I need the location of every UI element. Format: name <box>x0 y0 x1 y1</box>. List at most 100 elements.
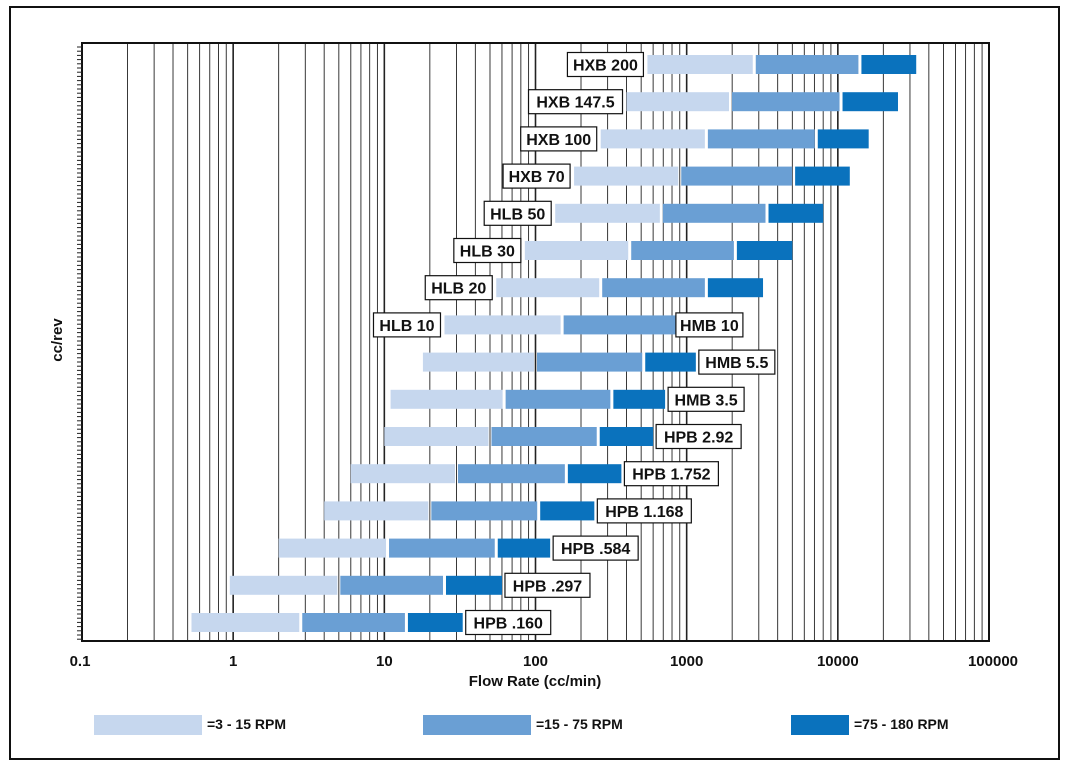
label-box <box>372 312 442 338</box>
label-box <box>520 126 598 152</box>
label-text: HLB 50 <box>490 206 545 223</box>
bar-hpb-297-seg-2 <box>340 575 443 595</box>
bar-hmb-3-5-seg-2 <box>505 389 611 409</box>
label-text: HLB 30 <box>460 244 515 261</box>
bar-hlb-30-seg-1 <box>524 241 629 260</box>
row-hlb-50-label: HLB 50 <box>483 200 552 226</box>
legend-swatch-high <box>791 715 849 735</box>
label-box <box>465 609 552 636</box>
label-text: HPB .160 <box>474 616 543 633</box>
bar-hlb-20-seg-3 <box>707 278 764 298</box>
bar-hlb-10-seg-2 <box>563 315 682 335</box>
bar-hxb-200-seg-2 <box>755 55 859 74</box>
plot-border <box>81 42 990 642</box>
legend-label-low: =3 - 15 RPM <box>207 716 286 732</box>
bar-hxb-70-seg-2 <box>681 166 793 186</box>
legend-swatch-low <box>94 715 202 735</box>
row-hxb-70-label: HXB 70 <box>502 163 571 189</box>
bar-hmb-5-5-seg-1 <box>422 352 534 372</box>
bar-hpb-2-92-seg-2 <box>491 427 597 446</box>
row-hmb-5-5-label: HMB 5.5 <box>698 349 776 375</box>
bar-hlb-50-seg-1 <box>555 203 660 223</box>
bars <box>191 55 917 632</box>
label-box <box>424 275 493 301</box>
bar-hxb-147-5-seg-3 <box>842 92 898 112</box>
bar-hxb-147-5-seg-1 <box>626 92 730 112</box>
row-hpb-584-label: HPB .584 <box>552 535 639 561</box>
row-hpb-1-168-label: HPB 1.168 <box>596 498 692 524</box>
label-text: HLB 20 <box>431 281 486 298</box>
bar-hxb-200-seg-3 <box>861 55 917 74</box>
row-hxb-200-label: HXB 200 <box>566 51 645 78</box>
bar-hlb-30-seg-3 <box>736 241 793 260</box>
label-box <box>453 237 522 264</box>
label-text: HPB 1.752 <box>632 467 710 484</box>
bar-hlb-10-seg-1 <box>444 315 561 335</box>
bar-hmb-5-5-seg-2 <box>537 352 643 372</box>
bar-hxb-200-seg-1 <box>647 55 753 74</box>
label-box <box>596 498 692 524</box>
label-text: HXB 70 <box>509 169 565 186</box>
bar-hpb-584-seg-2 <box>389 538 495 558</box>
label-box <box>698 349 776 375</box>
label-text: HPB 1.168 <box>605 504 683 521</box>
x-tick-label: 1000 <box>670 653 703 670</box>
label-box <box>527 89 624 115</box>
bar-hxb-147-5-seg-2 <box>732 92 840 112</box>
label-text: HXB 100 <box>526 132 591 149</box>
label-box <box>675 312 744 338</box>
label-text: HPB .584 <box>561 541 630 558</box>
x-tick-label: 100 <box>523 653 548 670</box>
bar-hxb-100-seg-2 <box>707 129 815 149</box>
bar-hpb-1-168-seg-1 <box>324 501 429 521</box>
bar-hmb-3-5-seg-3 <box>613 389 666 409</box>
bar-hlb-20-seg-2 <box>602 278 705 298</box>
label-text: HPB 2.92 <box>664 430 733 447</box>
bar-hlb-20-seg-1 <box>496 278 600 298</box>
row-hxb-100-label: HXB 100 <box>520 126 598 152</box>
bar-hpb-297-seg-3 <box>445 575 502 595</box>
label-box <box>623 461 719 487</box>
label-box <box>667 386 745 412</box>
bar-hpb-160-seg-2 <box>302 613 405 632</box>
x-tick-label: 0.1 <box>70 653 91 670</box>
bar-hxb-70-seg-3 <box>795 166 850 186</box>
bar-hpb-2-92-seg-3 <box>599 427 654 446</box>
bar-hlb-50-seg-3 <box>768 203 824 223</box>
legend-label-mid: =15 - 75 RPM <box>536 716 623 732</box>
bar-labels: HXB 200 HXB 147.5 HXB 100 HXB 70 HLB 50 HLB 3… <box>372 51 776 636</box>
bar-hpb-584-seg-3 <box>497 538 551 558</box>
label-box <box>483 200 552 226</box>
row-hpb-297-label: HPB .297 <box>504 572 591 598</box>
x-tick-label: 10000 <box>817 653 859 670</box>
row-hpb-1-752-label: HPB 1.752 <box>623 461 719 487</box>
bar-hpb-160-seg-1 <box>191 613 300 632</box>
bar-hpb-297-seg-1 <box>229 575 338 595</box>
x-tick-label: 10 <box>376 653 393 670</box>
label-text: HLB 10 <box>379 318 434 335</box>
chart: HXB 200 HXB 147.5 HXB 100 HXB 70 HLB 50 HLB 3… <box>49 42 1018 690</box>
label-box <box>655 423 742 450</box>
x-tick-label: 1 <box>229 653 237 670</box>
bar-hlb-50-seg-2 <box>662 203 766 223</box>
bar-hpb-160-seg-3 <box>407 613 463 632</box>
bar-hmb-3-5-seg-1 <box>390 389 503 409</box>
row-hlb-30-label: HLB 30 <box>453 237 522 264</box>
row-hlb-10-label: HLB 10 <box>372 312 442 338</box>
bar-hlb-30-seg-2 <box>631 241 734 260</box>
label-box <box>504 572 591 598</box>
label-text: HMB 5.5 <box>705 355 768 372</box>
x-tick-label: 100000 <box>968 653 1018 670</box>
bar-hmb-5-5-seg-3 <box>645 352 696 372</box>
bar-hpb-1-168-seg-3 <box>540 501 595 521</box>
y-axis-label: cc/rev <box>49 318 66 362</box>
label-box <box>502 163 571 189</box>
label-text: HMB 3.5 <box>675 392 738 409</box>
x-axis-label: Flow Rate (cc/min) <box>469 673 602 690</box>
legend-label-high: =75 - 180 RPM <box>854 716 949 732</box>
row-hmb-10-label: HMB 10 <box>675 312 744 338</box>
label-text: HXB 200 <box>573 58 638 75</box>
bar-hpb-584-seg-1 <box>278 538 387 558</box>
bar-hpb-1-752-seg-3 <box>567 464 622 484</box>
bar-hpb-1-752-seg-2 <box>457 464 565 484</box>
